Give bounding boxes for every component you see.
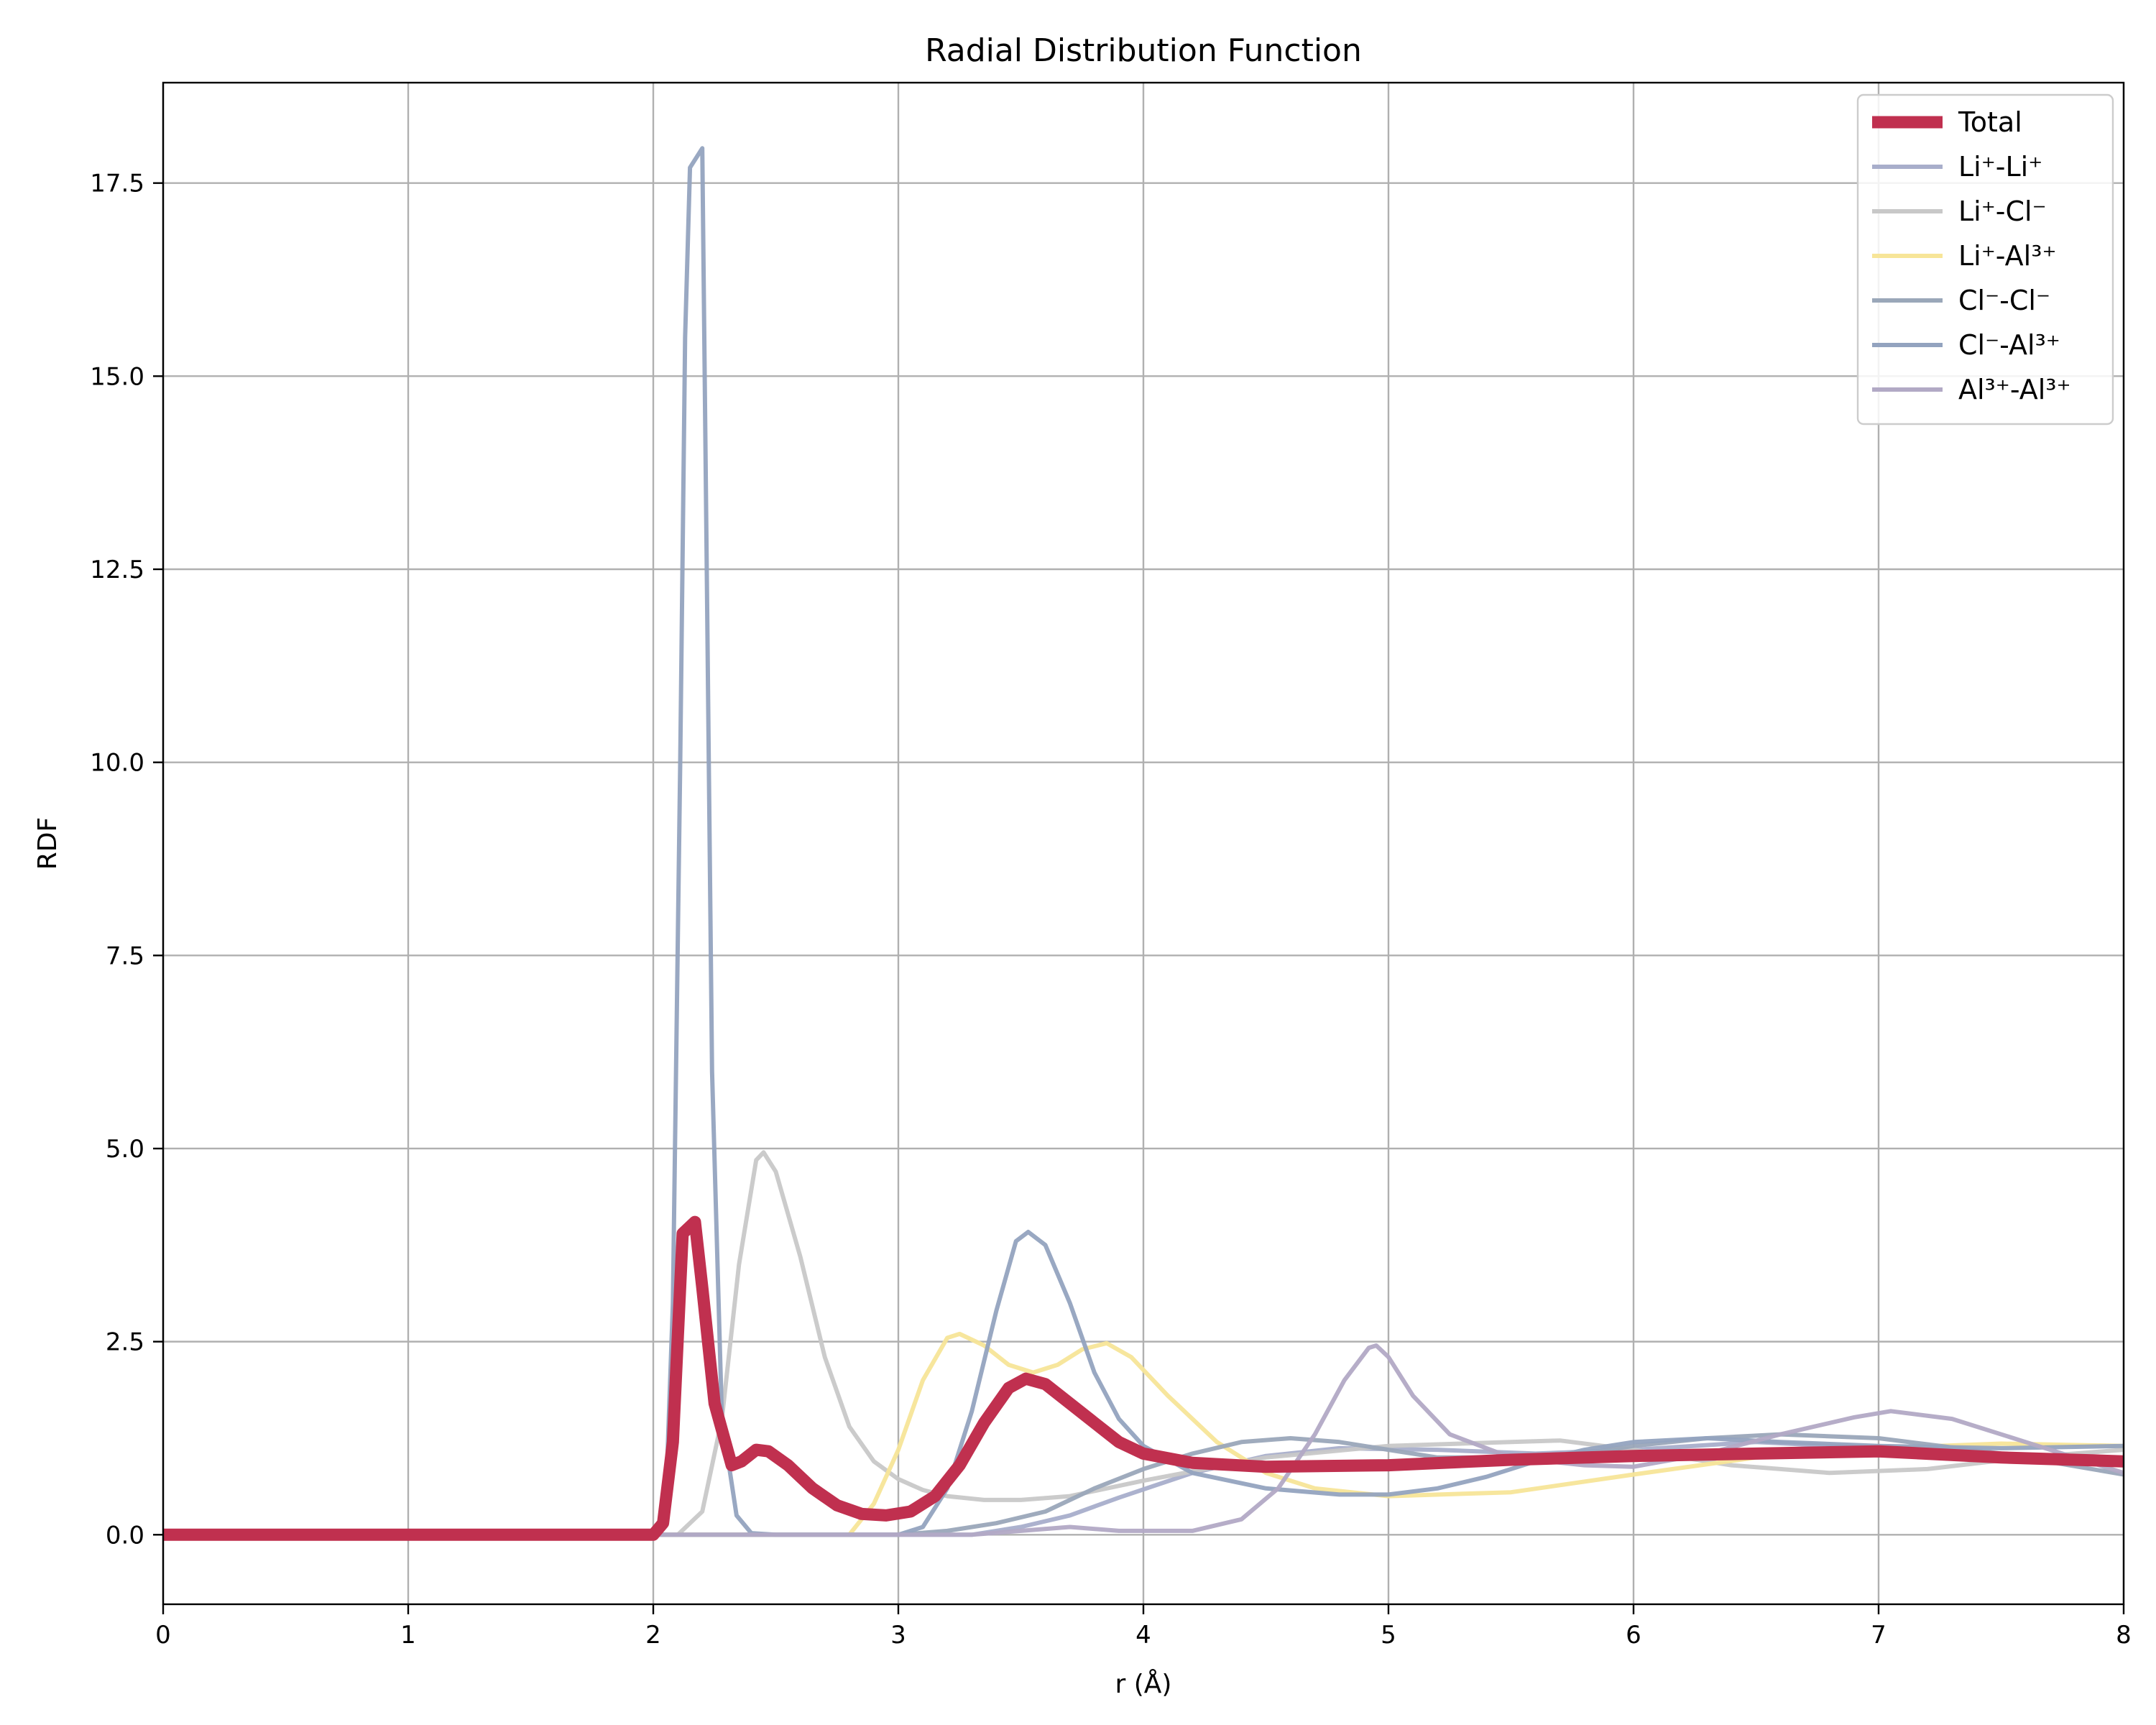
y-tick-label: 15.0 xyxy=(90,362,144,391)
legend-label: Al³⁺-Al³⁺ xyxy=(1958,374,2071,405)
series-line-li-al xyxy=(163,1331,2124,1537)
x-tick-label: 2 xyxy=(645,1621,661,1650)
x-tick-label: 6 xyxy=(1626,1621,1641,1650)
legend-label: Total xyxy=(1958,106,2022,138)
plot-area xyxy=(163,146,2124,1541)
x-tick-label: 5 xyxy=(1381,1621,1396,1650)
y-tick-label: 5.0 xyxy=(106,1135,144,1164)
series-line-al-al xyxy=(163,1343,2124,1537)
y-tick-label: 17.5 xyxy=(90,170,144,198)
x-tick-label: 0 xyxy=(155,1621,171,1650)
legend-box xyxy=(1856,93,2114,426)
x-tick-label: 3 xyxy=(890,1621,906,1650)
x-tick-label: 4 xyxy=(1135,1621,1151,1650)
legend-label: Li⁺-Cl⁻ xyxy=(1958,196,2047,227)
y-axis-ticks: 0.0 2.5 5.0 7.5 10.0 12.5 15.0 17.5 xyxy=(90,170,163,1550)
x-tick-label: 8 xyxy=(2116,1621,2132,1650)
y-tick-label: 2.5 xyxy=(106,1328,144,1357)
legend-label: Li⁺-Li⁺ xyxy=(1958,151,2042,183)
y-tick-label: 12.5 xyxy=(90,556,144,584)
grid-lines xyxy=(162,83,2125,1604)
x-tick-label: 7 xyxy=(1871,1621,1886,1650)
y-tick-label: 0.0 xyxy=(106,1521,144,1550)
x-axis-label: r (Å) xyxy=(1115,1668,1172,1699)
legend-label: Cl⁻-Al³⁺ xyxy=(1958,329,2060,361)
y-tick-label: 7.5 xyxy=(106,942,144,970)
series-line-total xyxy=(163,1215,2124,1541)
series-line-cl-cl xyxy=(163,1432,2124,1537)
y-tick-label: 10.0 xyxy=(90,749,144,778)
chart-title: Radial Distribution Function xyxy=(925,32,1362,69)
x-axis-ticks: 0 1 2 3 4 5 6 7 8 xyxy=(155,1604,2132,1650)
y-axis-label: RDF xyxy=(33,817,63,870)
legend-label: Li⁺-Al³⁺ xyxy=(1958,240,2057,272)
legend: Total Li⁺-Li⁺ Li⁺-Cl⁻ Li⁺-Al³⁺ Cl⁻-Cl⁻ Cl⁻-Al… xyxy=(1856,93,2114,426)
x-tick-label: 1 xyxy=(400,1621,416,1650)
legend-label: Cl⁻-Cl⁻ xyxy=(1958,285,2050,316)
